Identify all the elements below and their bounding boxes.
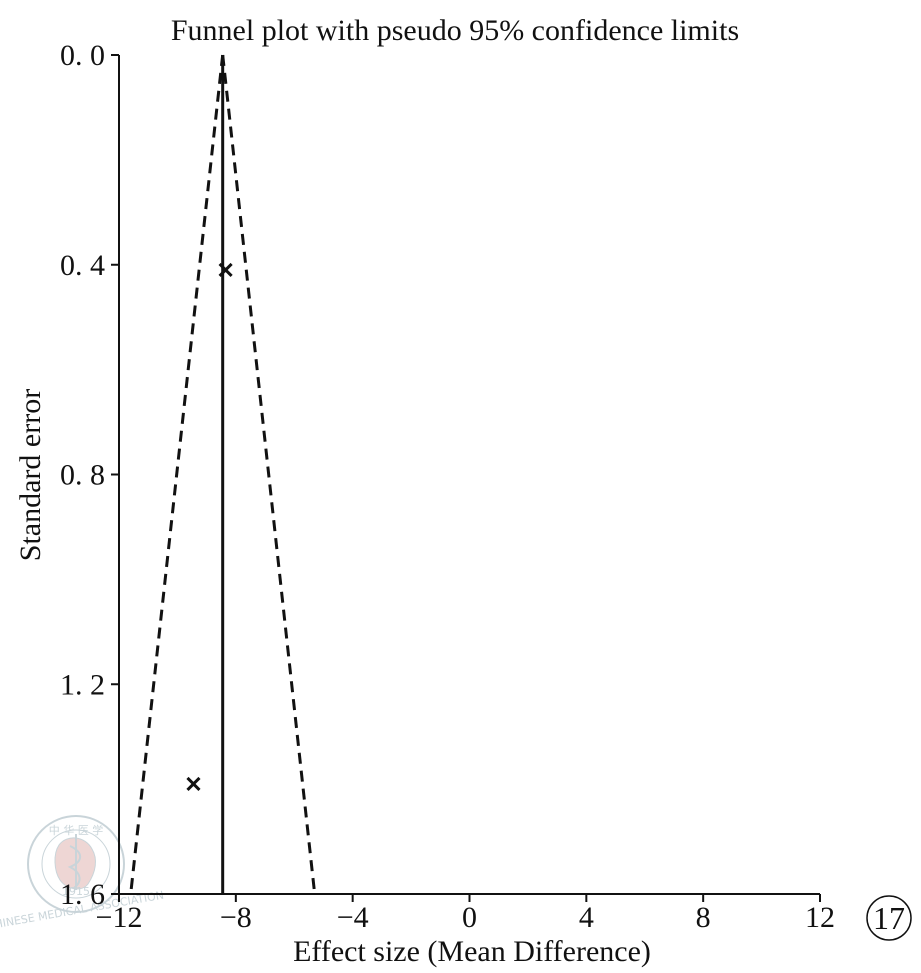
y-tick-label: 0. 0 — [60, 39, 105, 72]
study-point-x-mark — [186, 776, 201, 791]
y-axis-ticks: 0. 0 0. 4 0. 8 1. 2 1. 6 — [60, 39, 119, 911]
x-tick-label: −4 — [337, 901, 369, 934]
study-point-marker — [218, 262, 233, 278]
y-tick-label: 0. 4 — [60, 249, 105, 282]
seal-year-text: 1915 — [62, 885, 90, 898]
plot-marks — [129, 54, 317, 895]
y-tick-label: 0. 8 — [60, 459, 105, 492]
figure-number: 17 — [873, 900, 905, 936]
y-tick-label: 1. 2 — [60, 668, 105, 701]
x-tick-label: 4 — [579, 901, 594, 934]
x-axis-ticks: −12 −8 −4 0 4 8 12 — [96, 894, 835, 934]
y-axis-title: Standard error — [14, 389, 47, 561]
x-axis-title: Effect size (Mean Difference) — [293, 935, 651, 968]
chart-title: Funnel plot with pseudo 95% confidence l… — [171, 14, 739, 47]
figure-number-circle — [866, 895, 912, 941]
seal-top-text: 中 华 医 学 — [49, 823, 104, 837]
funnel-left-limit-line — [129, 54, 225, 895]
funnel-right-limit-line — [221, 54, 317, 895]
x-tick-label: −8 — [220, 901, 252, 934]
x-tick-label: 0 — [462, 901, 477, 934]
y-tick-label: 1. 6 — [60, 878, 105, 911]
x-tick-label: 12 — [805, 901, 835, 934]
study-point-marker — [186, 776, 201, 791]
x-tick-label: −12 — [96, 901, 143, 934]
x-tick-label: 8 — [696, 901, 711, 934]
study-point-x-mark — [218, 262, 233, 278]
